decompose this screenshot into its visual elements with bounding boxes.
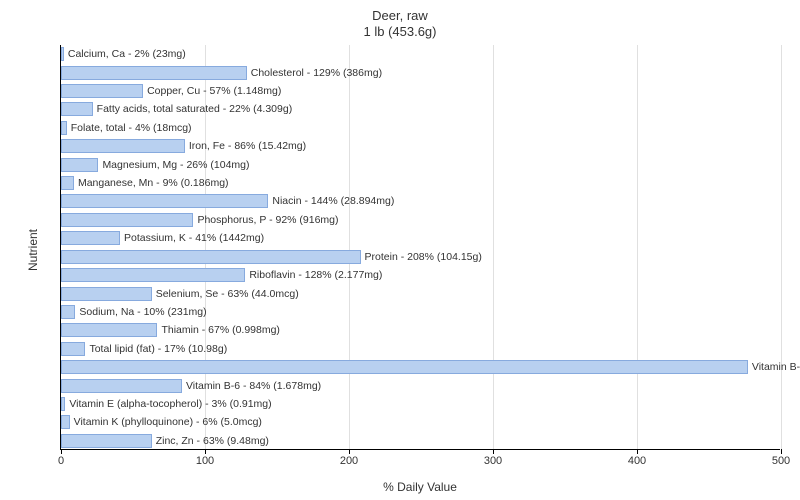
bar (61, 213, 193, 227)
bar-label: Manganese, Mn - 9% (0.186mg) (74, 176, 229, 190)
bar-row: Copper, Cu - 57% (1.148mg) (61, 82, 780, 100)
bar-row: Total lipid (fat) - 17% (10.98g) (61, 340, 780, 358)
bar-row: Magnesium, Mg - 26% (104mg) (61, 155, 780, 173)
xtick-label: 300 (484, 455, 502, 467)
bar-label: Folate, total - 4% (18mcg) (67, 121, 192, 135)
bar (61, 158, 98, 172)
bar-row: Manganese, Mn - 9% (0.186mg) (61, 174, 780, 192)
xtick-label: 0 (58, 455, 64, 467)
chart-container: Deer, raw 1 lb (453.6g) Nutrient 0100200… (0, 0, 800, 500)
bar (61, 102, 93, 116)
bar (61, 305, 75, 319)
bar-label: Zinc, Zn - 63% (9.48mg) (152, 434, 269, 448)
xtick-label: 100 (196, 455, 214, 467)
bar-row: Vitamin K (phylloquinone) - 6% (5.0mcg) (61, 413, 780, 431)
xtick-label: 500 (772, 455, 790, 467)
bar-row: Riboflavin - 128% (2.177mg) (61, 266, 780, 284)
bar-row: Sodium, Na - 10% (231mg) (61, 303, 780, 321)
bar-label: Vitamin E (alpha-tocopherol) - 3% (0.91m… (65, 397, 271, 411)
bar (61, 268, 245, 282)
y-axis-label: Nutrient (26, 229, 40, 271)
chart-subtitle: 1 lb (453.6g) (0, 24, 800, 39)
bar-label: Protein - 208% (104.15g) (361, 250, 482, 264)
bar-row: Phosphorus, P - 92% (916mg) (61, 211, 780, 229)
bar (61, 342, 85, 356)
bar (61, 250, 361, 264)
bar (61, 139, 185, 153)
bar (61, 434, 152, 448)
bar-label: Calcium, Ca - 2% (23mg) (64, 47, 186, 61)
bar (61, 415, 70, 429)
bar-label: Phosphorus, P - 92% (916mg) (193, 213, 338, 227)
bar-label: Niacin - 144% (28.894mg) (268, 194, 394, 208)
bar-label: Thiamin - 67% (0.998mg) (157, 323, 279, 337)
gridline (781, 45, 782, 449)
bar-row: Vitamin B-12 - 477% (28.62mcg) (61, 358, 780, 376)
bar-row: Niacin - 144% (28.894mg) (61, 192, 780, 210)
plot-area: 0100200300400500Calcium, Ca - 2% (23mg)C… (60, 45, 780, 450)
bar-label: Copper, Cu - 57% (1.148mg) (143, 84, 281, 98)
x-axis-label: % Daily Value (60, 480, 780, 494)
bar-label: Vitamin B-6 - 84% (1.678mg) (182, 379, 321, 393)
bar-row: Selenium, Se - 63% (44.0mcg) (61, 284, 780, 302)
bar (61, 231, 120, 245)
xtick-label: 200 (340, 455, 358, 467)
bar-row: Zinc, Zn - 63% (9.48mg) (61, 432, 780, 450)
bar-row: Calcium, Ca - 2% (23mg) (61, 45, 780, 63)
bar (61, 66, 247, 80)
bar (61, 194, 268, 208)
chart-title: Deer, raw (0, 8, 800, 23)
bar-row: Potassium, K - 41% (1442mg) (61, 229, 780, 247)
bar-label: Fatty acids, total saturated - 22% (4.30… (93, 102, 293, 116)
bar-row: Vitamin B-6 - 84% (1.678mg) (61, 376, 780, 394)
bar-label: Potassium, K - 41% (1442mg) (120, 231, 264, 245)
bar (61, 379, 182, 393)
bar-label: Vitamin B-12 - 477% (28.62mcg) (748, 360, 800, 374)
bar-row: Cholesterol - 129% (386mg) (61, 63, 780, 81)
bar-row: Folate, total - 4% (18mcg) (61, 119, 780, 137)
bar-label: Total lipid (fat) - 17% (10.98g) (85, 342, 227, 356)
bar (61, 176, 74, 190)
bar-label: Cholesterol - 129% (386mg) (247, 66, 382, 80)
bar-row: Fatty acids, total saturated - 22% (4.30… (61, 100, 780, 118)
xtick-label: 400 (628, 455, 646, 467)
bar (61, 84, 143, 98)
bar-label: Selenium, Se - 63% (44.0mcg) (152, 287, 299, 301)
bar-row: Vitamin E (alpha-tocopherol) - 3% (0.91m… (61, 395, 780, 413)
bar-label: Magnesium, Mg - 26% (104mg) (98, 158, 249, 172)
bar-row: Iron, Fe - 86% (15.42mg) (61, 137, 780, 155)
bar-label: Iron, Fe - 86% (15.42mg) (185, 139, 306, 153)
bar-label: Vitamin K (phylloquinone) - 6% (5.0mcg) (70, 415, 262, 429)
bar-row: Thiamin - 67% (0.998mg) (61, 321, 780, 339)
bar-label: Riboflavin - 128% (2.177mg) (245, 268, 382, 282)
xtick-mark (781, 449, 782, 454)
bar (61, 287, 152, 301)
bar-label: Sodium, Na - 10% (231mg) (75, 305, 206, 319)
bar (61, 360, 748, 374)
bar-row: Protein - 208% (104.15g) (61, 248, 780, 266)
bar (61, 323, 157, 337)
